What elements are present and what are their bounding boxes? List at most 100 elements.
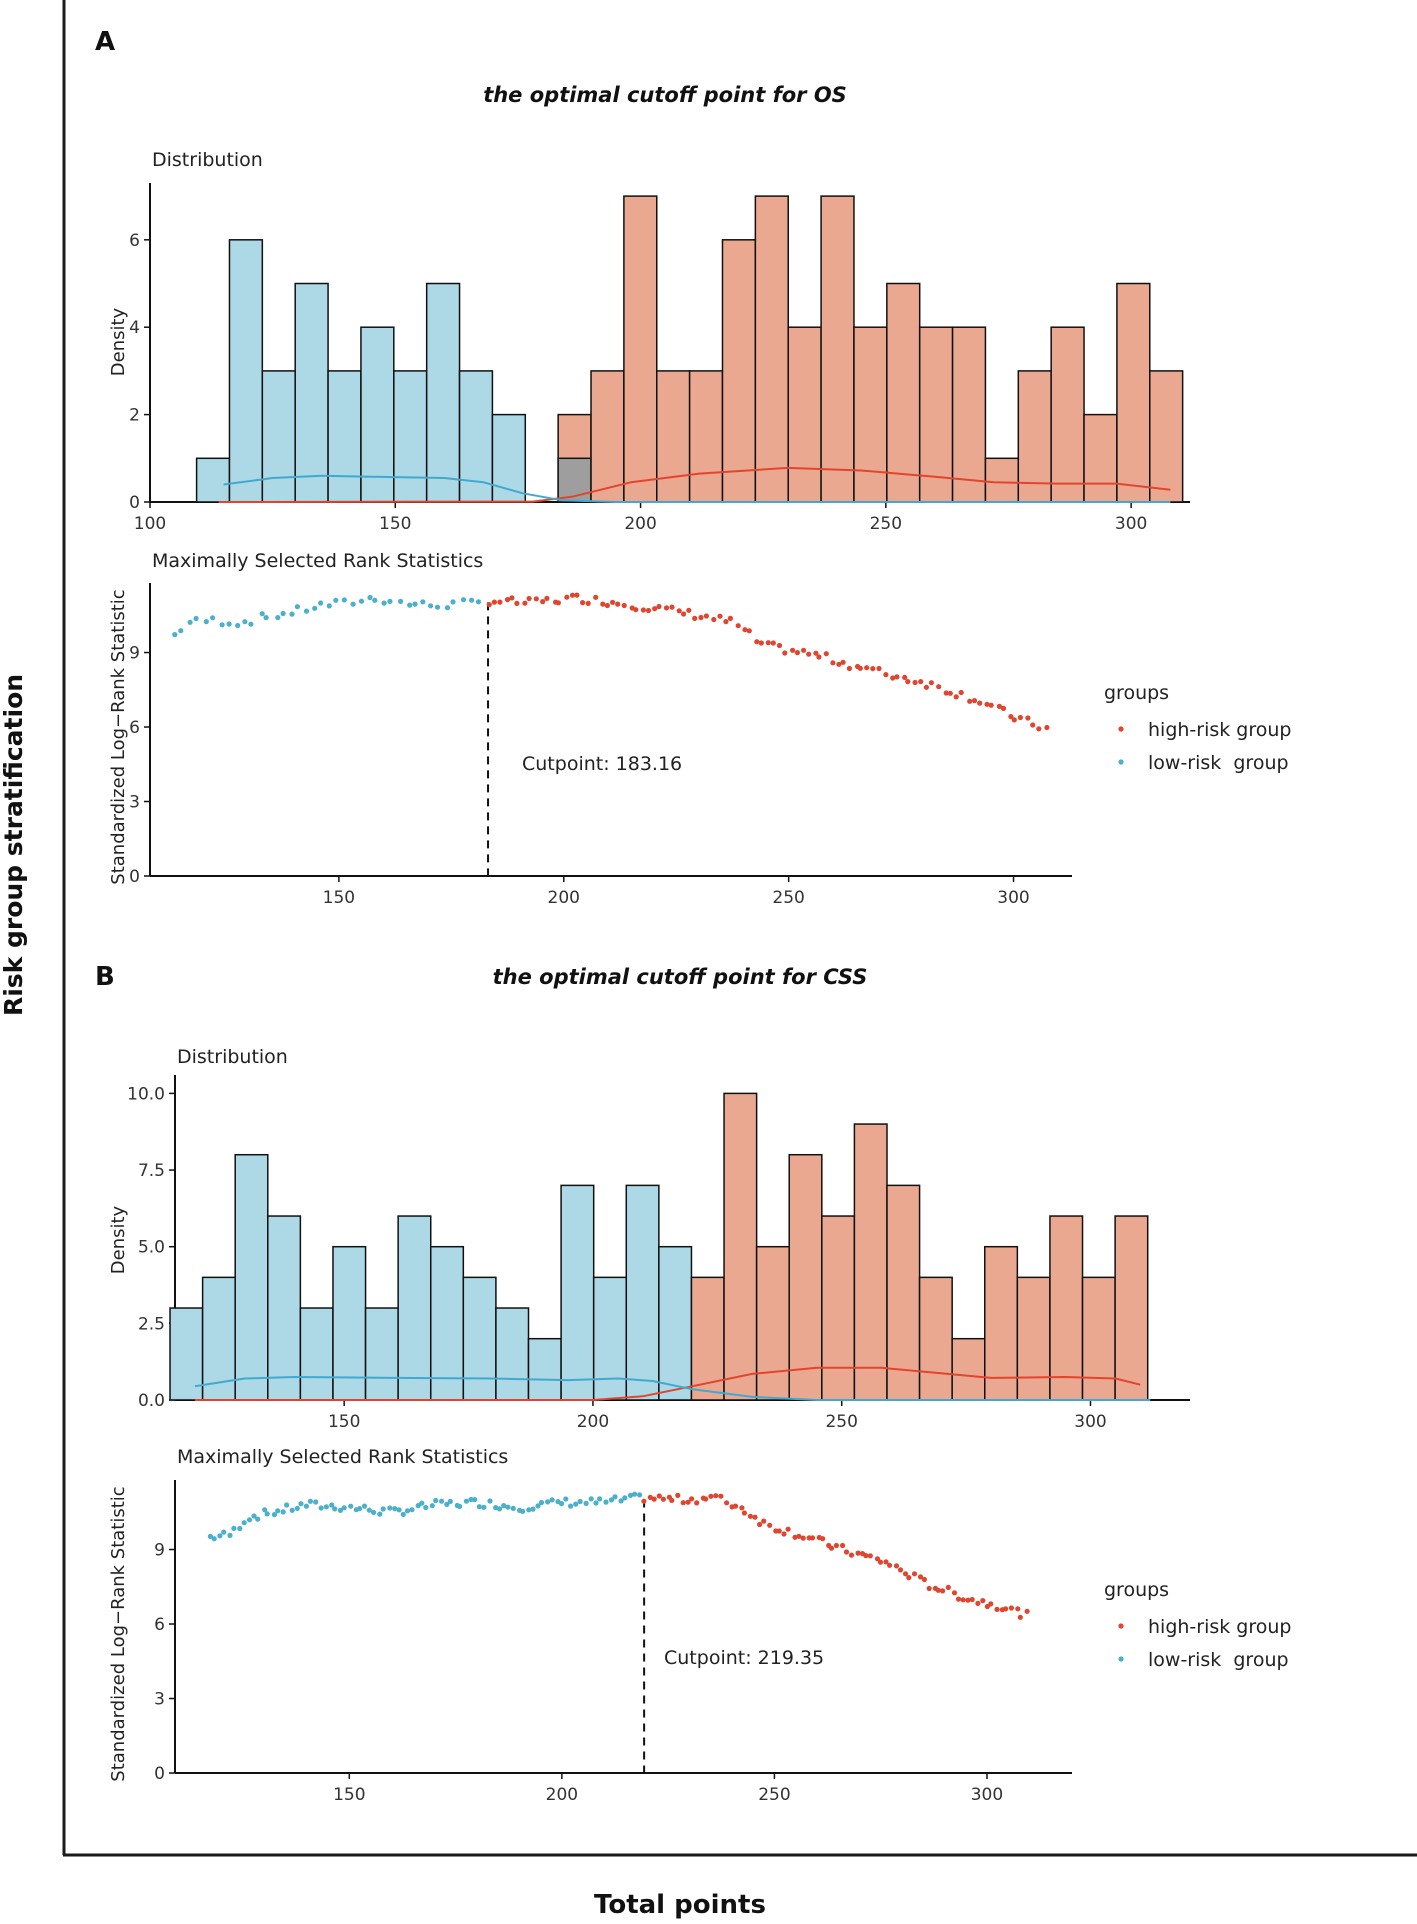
a-dist-bar	[623, 195, 658, 503]
b-dist-bar	[299, 1307, 334, 1401]
a-stat-high-risk-point	[840, 659, 846, 665]
a-stat-x-tick-label: 300	[997, 888, 1029, 908]
a-stat-low-risk-point	[248, 621, 254, 627]
a-stat-high-risk-point	[504, 597, 511, 603]
b-stat-low-risk-point	[573, 1501, 579, 1507]
b-stat-high-risk-point	[656, 1493, 662, 1499]
b-stat-high-risk-point	[1003, 1606, 1009, 1612]
b-dist-bar	[755, 1245, 790, 1401]
a-stat-high-risk-point	[876, 665, 882, 672]
b-stat-low-risk-point	[545, 1499, 551, 1505]
b-stat-x-tick-label: 150	[333, 1785, 365, 1805]
b-stat-low-risk-point	[419, 1500, 425, 1506]
a-stat-high-risk-point	[830, 660, 836, 666]
panel-b-cutpoint-label: Cutpoint: 219.35	[664, 1647, 824, 1669]
b-stat-high-risk-point	[960, 1597, 966, 1603]
b-stat-high-risk-point	[863, 1553, 869, 1559]
a-stat-high-risk-point	[857, 665, 863, 671]
b-stat-low-risk-point	[303, 1503, 309, 1509]
a-stat-high-risk-point	[1008, 714, 1014, 720]
a-stat-high-risk-point	[723, 619, 729, 625]
a-stat-low-risk-point	[178, 628, 184, 634]
a-stat-high-risk-point	[902, 674, 908, 681]
a-dist-bar	[820, 195, 855, 503]
b-dist-bar	[364, 1307, 399, 1401]
a-stat-high-risk-point	[544, 595, 550, 602]
a-stat-high-risk-point	[645, 607, 652, 614]
b-dist-bar	[267, 1215, 302, 1401]
a-stat-high-risk-point	[923, 684, 930, 690]
b-dist-bar	[788, 1153, 823, 1401]
b-stat-high-risk-point	[776, 1528, 782, 1534]
b-stat-low-risk-point	[632, 1491, 638, 1497]
b-stat-high-risk-point	[833, 1542, 840, 1549]
b-dist-bar	[397, 1215, 432, 1401]
b-stat-high-risk-point	[906, 1575, 912, 1581]
b-stat-high-risk-point	[911, 1571, 918, 1577]
b-stat-high-risk-point	[781, 1531, 787, 1537]
a-dist-x-tick-label: 200	[624, 514, 656, 534]
b-stat-low-risk-point	[298, 1501, 304, 1507]
b-stat-low-risk-point	[563, 1496, 569, 1502]
a-stat-high-risk-point	[943, 690, 949, 696]
b-dist-bar	[1081, 1276, 1116, 1401]
a-dist-bar	[754, 195, 789, 503]
a-dist-bar	[294, 282, 329, 503]
panel-b-stat-subtitle: Maximally Selected Rank Statistics	[177, 1446, 508, 1468]
a-dist-bar	[228, 239, 264, 503]
b-stat-high-risk-point	[917, 1574, 924, 1580]
b-dist-y-tick-label: 5.0	[138, 1238, 165, 1258]
b-stat-low-risk-point	[237, 1525, 243, 1532]
a-stat-high-risk-point	[770, 640, 776, 646]
a-dist-bar	[1149, 370, 1184, 503]
a-stat-high-risk-point	[958, 689, 964, 696]
b-stat-high-risk-point	[767, 1522, 773, 1528]
b-stat-high-risk-point	[887, 1562, 893, 1568]
a-stat-high-risk-point	[555, 600, 562, 606]
a-stat-low-risk-point	[263, 615, 269, 621]
a-dist-bar	[1017, 370, 1052, 503]
b-stat-high-risk-point	[965, 1597, 971, 1603]
panel-a-legend-title: groups	[1104, 682, 1169, 704]
b-dist-bar	[821, 1215, 856, 1401]
b-stat-low-risk-point	[637, 1492, 643, 1498]
a-stat-high-risk-point	[1011, 717, 1017, 723]
a-stat-high-risk-point	[883, 672, 889, 678]
a-stat-high-risk-point	[776, 642, 783, 649]
b-stat-high-risk-point	[752, 1514, 758, 1520]
b-stat-low-risk-point	[380, 1506, 386, 1512]
b-dist-bar	[1016, 1276, 1051, 1401]
a-dist-bar	[1116, 282, 1151, 503]
b-stat-low-risk-point	[447, 1498, 453, 1504]
b-stat-high-risk-point	[651, 1496, 657, 1502]
a-stat-low-risk-point	[412, 601, 418, 607]
b-stat-low-risk-point	[341, 1505, 347, 1511]
a-dist-bar	[425, 282, 461, 503]
panel-a-legend-high-label: high-risk group	[1148, 719, 1292, 741]
a-stat-high-risk-point	[600, 601, 606, 607]
b-dist-x-tick-label: 250	[825, 1412, 857, 1432]
a-dist-bar	[1083, 413, 1118, 503]
a-stat-high-risk-point	[663, 605, 670, 611]
b-stat-low-risk-point	[568, 1503, 574, 1509]
panel-b-legend-high-label: high-risk group	[1148, 1616, 1292, 1638]
b-dist-bar	[495, 1307, 530, 1401]
a-stat-high-risk-point	[703, 613, 710, 619]
b-stat-high-risk-point	[897, 1567, 904, 1573]
b-dist-high-density-curve	[194, 1366, 1141, 1401]
b-stat-low-risk-point	[357, 1506, 363, 1512]
b-stat-high-risk-point	[675, 1492, 681, 1498]
b-dist-bar	[658, 1245, 693, 1401]
b-stat-low-risk-point	[588, 1496, 594, 1502]
a-stat-high-risk-point	[522, 600, 528, 606]
panel-b-distribution-plot: 0.0 2.5 5.0 7.5 10.0 150 200 250 300	[127, 1075, 1190, 1432]
b-stat-low-risk-point	[487, 1498, 493, 1504]
a-stat-high-risk-point	[593, 594, 599, 600]
a-stat-high-risk-point	[870, 666, 876, 672]
b-stat-high-risk-point	[893, 1563, 900, 1569]
a-stat-low-risk-point	[450, 599, 456, 605]
a-stat-high-risk-point	[918, 679, 924, 685]
b-dist-bar	[560, 1184, 595, 1401]
panel-a-legend: groups high-risk group low-risk group	[1104, 682, 1292, 774]
b-stat-high-risk-point	[685, 1499, 691, 1505]
